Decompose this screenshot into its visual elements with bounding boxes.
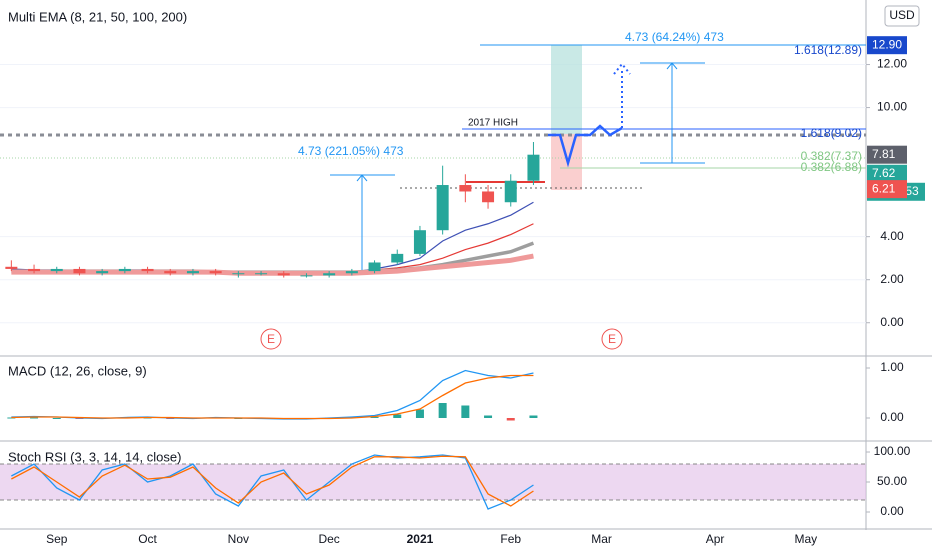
histogram-bar [52, 418, 61, 419]
candle-body [164, 271, 177, 274]
fib-label: 1.618(9.02) [801, 126, 862, 140]
candle-body [323, 273, 336, 276]
fib-label: 1.618(12.89) [794, 43, 862, 57]
candle-body [96, 271, 109, 274]
candle-body [391, 253, 404, 263]
x-tick-label: Sep [46, 532, 68, 546]
x-tick-label: Nov [228, 532, 249, 546]
y-tick-label: 0.00 [880, 504, 904, 518]
y-tick-label: 2.00 [880, 272, 904, 286]
earnings-label: E [267, 332, 275, 346]
price-tag-box [867, 145, 907, 164]
price-tag: 7.81 [867, 145, 907, 164]
candle-body [504, 180, 517, 203]
earnings-marker [260, 328, 282, 350]
histogram-bar [370, 417, 379, 418]
arrow-head [356, 174, 368, 182]
x-tick-label: Mar [591, 532, 612, 546]
candle-body [28, 268, 41, 272]
histogram-bar [7, 417, 16, 419]
candle-body [186, 271, 199, 274]
y-tick-label: 10.00 [877, 100, 907, 114]
candle-body [527, 154, 540, 181]
histogram-bar [506, 418, 515, 421]
price-tag-box [867, 36, 907, 55]
fib-label: 0.382(6.88) [801, 160, 862, 174]
panel-title: MACD (12, 26, close, 9) [8, 363, 147, 378]
y-tick-label: 1.00 [880, 360, 904, 374]
candle-body [255, 273, 268, 275]
y-tick-label: 0.00 [880, 410, 904, 424]
y-tick-label: 12.00 [877, 57, 907, 71]
candle-body [436, 185, 449, 231]
candle-body [277, 273, 290, 276]
candle-body [118, 268, 131, 272]
histogram-bar [484, 415, 493, 418]
line [11, 374, 534, 420]
price-tag-label: 7.62 [872, 166, 896, 180]
y-tick-label: 0.00 [880, 315, 904, 329]
price-tag: 12.90 [867, 36, 907, 55]
panel-title: Multi EMA (8, 21, 50, 100, 200) [8, 9, 187, 24]
panel-title: Stoch RSI (3, 3, 14, 14, close) [8, 449, 181, 464]
candle-body [413, 230, 426, 254]
x-tick-label: 2021 [407, 532, 434, 546]
histogram-bar [30, 417, 39, 419]
projection-path [548, 124, 623, 168]
currency: USD [889, 8, 915, 22]
x-tick-label: Dec [318, 532, 339, 546]
candle-body [300, 275, 313, 277]
marks [0, 44, 866, 510]
histogram-bar [438, 403, 447, 418]
histogram-bar [415, 409, 424, 418]
price-tag: 6.21 [867, 180, 907, 199]
earnings-marker [601, 328, 623, 350]
candle-body [345, 271, 358, 274]
price-tag-label: 6.21 [872, 181, 896, 195]
x-tick-label: Apr [706, 532, 725, 546]
measure-label: 4.73 (221.05%) 473 [298, 144, 404, 158]
y-tick-label: 100.00 [874, 444, 911, 458]
candle-body [5, 266, 18, 269]
x-tick-label: Oct [138, 532, 157, 546]
arrow-head [666, 62, 678, 70]
histogram-bar [529, 415, 538, 418]
candle-body [73, 268, 86, 274]
candle-body [50, 268, 63, 272]
histogram-bar [461, 405, 470, 418]
earnings-label: E [608, 332, 616, 346]
price-tag-label: 12.90 [872, 37, 902, 51]
candle-body [232, 273, 245, 275]
candle-body [482, 191, 495, 203]
currency-box[interactable] [884, 5, 920, 27]
price-tag-label: 7.81 [872, 147, 896, 161]
x-tick-label: Feb [500, 532, 521, 546]
fib-label: 0.382(7.37) [801, 149, 862, 163]
candle-body [141, 268, 154, 272]
measure-label: 4.73 (64.24%) 473 [625, 30, 724, 44]
line [11, 454, 534, 510]
y-tick-label: 50.00 [877, 474, 907, 488]
price-tag-box [867, 164, 907, 183]
band [0, 464, 866, 500]
level-label: 2017 HIGH [468, 118, 518, 129]
candle-body [209, 271, 222, 274]
arrow-head [613, 62, 631, 75]
price-tag-box [867, 180, 907, 199]
x-tick-label: May [795, 532, 818, 546]
candle-body [368, 262, 381, 272]
y-tick-label: 4.00 [880, 229, 904, 243]
histogram-bar [393, 414, 402, 418]
target-zone [551, 45, 582, 134]
candle-body [459, 185, 472, 192]
line [11, 455, 534, 507]
